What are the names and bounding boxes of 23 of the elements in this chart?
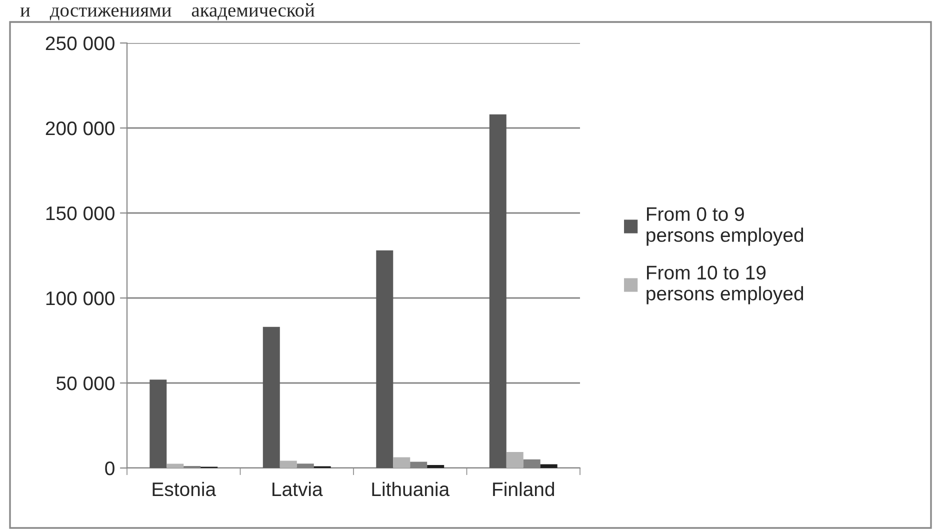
y-tick-label: 0 — [105, 461, 114, 476]
x-tick-label: Lithuania — [372, 482, 450, 496]
bar — [393, 457, 410, 468]
x-tick-label: Latvia — [272, 482, 323, 496]
y-tick-label: 250 000 — [46, 36, 114, 50]
y-tick-label: 50 000 — [56, 376, 114, 390]
bar — [489, 114, 506, 468]
x-tick-label: Estonia — [152, 482, 216, 496]
bar — [262, 326, 280, 468]
bar — [280, 460, 297, 468]
legend-label: From 10 to 19 persons employed — [646, 266, 804, 304]
legend-label: From 0 to 9 persons employed — [646, 207, 804, 246]
x-tick-label: Finland — [493, 482, 554, 496]
y-tick-label: 150 000 — [46, 206, 114, 220]
y-tick-label: 100 000 — [46, 291, 114, 306]
text: и достижениями академической — [20, 3, 314, 20]
y-tick-label: 200 000 — [46, 121, 114, 136]
bar — [506, 452, 524, 468]
bar — [166, 464, 184, 468]
bar — [376, 250, 394, 468]
bar — [427, 464, 444, 468]
bar — [540, 464, 558, 468]
bar — [150, 380, 167, 468]
